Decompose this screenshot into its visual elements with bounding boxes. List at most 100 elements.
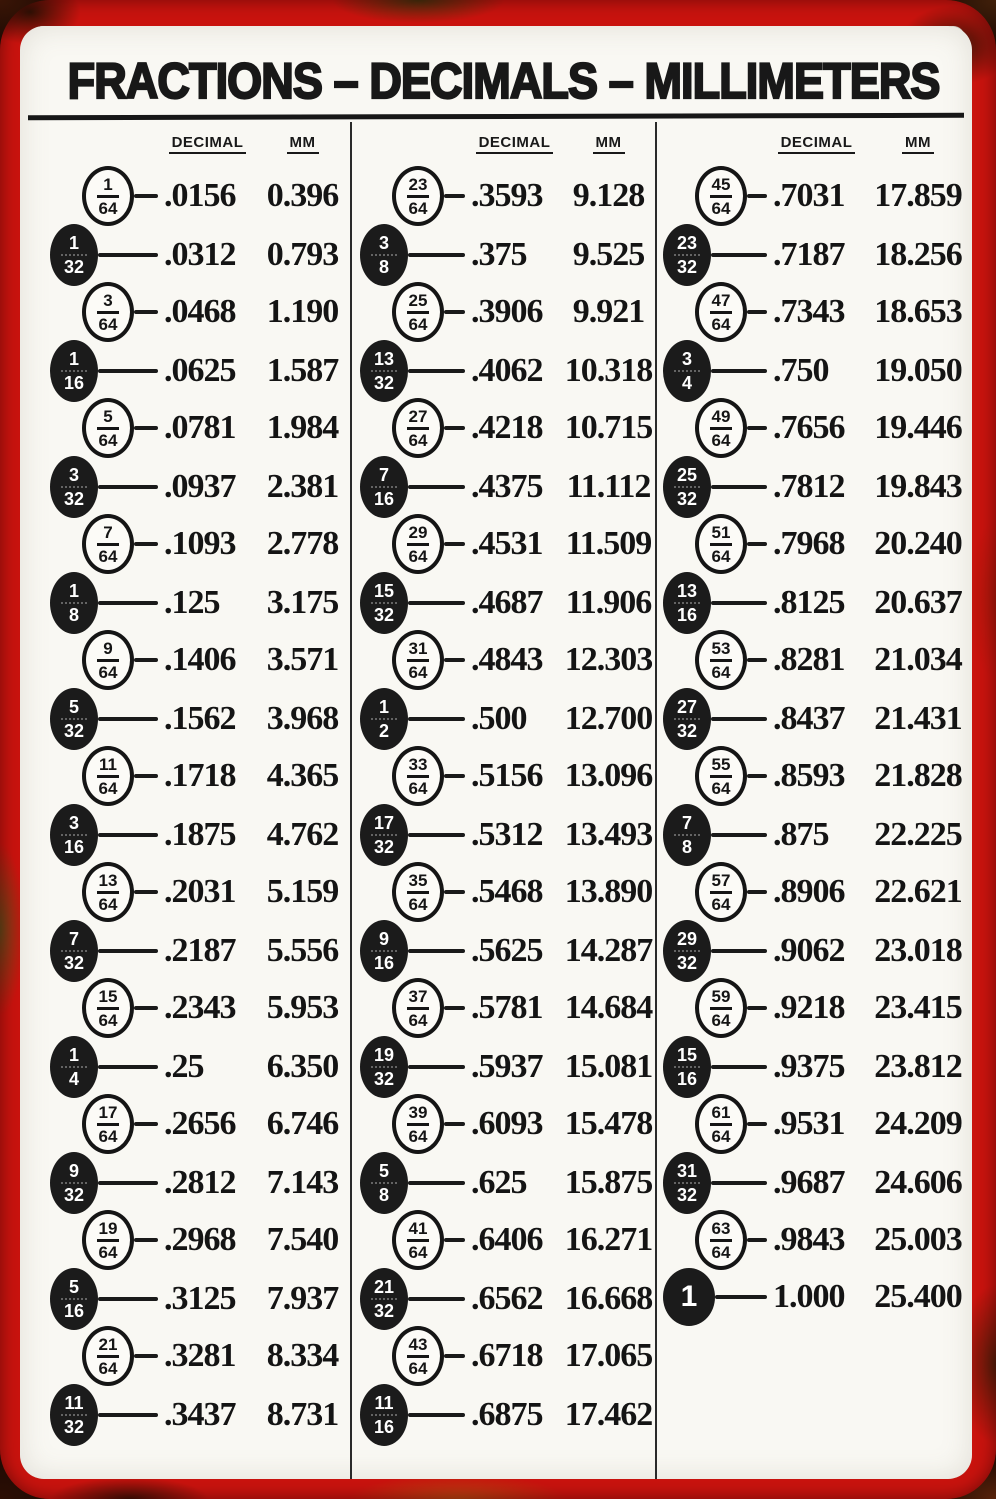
decimal-value: 1.000 bbox=[773, 1278, 846, 1315]
connector-line bbox=[134, 426, 158, 430]
fraction-numerator: 21 bbox=[373, 1277, 395, 1297]
fraction-bar bbox=[407, 1122, 429, 1126]
fraction-zone: 33 64 bbox=[352, 746, 467, 806]
fraction-bubble: 1 64 bbox=[82, 166, 134, 226]
decimal-value: .9218 bbox=[773, 989, 846, 1026]
fraction-denominator: 64 bbox=[408, 1010, 428, 1030]
decimal-value: .2812 bbox=[164, 1164, 237, 1201]
fraction-zone: 29 32 bbox=[657, 920, 769, 982]
mm-value: 10.715 bbox=[564, 409, 654, 446]
fraction-numerator: 7 bbox=[681, 813, 692, 833]
fraction-bar bbox=[674, 1066, 700, 1068]
fraction-numerator: 11 bbox=[99, 754, 117, 774]
mm-value: 5.556 bbox=[266, 932, 340, 969]
mm-value: 1.190 bbox=[266, 293, 340, 330]
decimal-value: .5312 bbox=[471, 816, 544, 853]
table-row: 21 32.6562 16.668 bbox=[352, 1268, 655, 1330]
connector-line bbox=[444, 426, 465, 430]
connector-line bbox=[98, 717, 158, 721]
fraction-bubble: 17 64 bbox=[82, 1094, 134, 1154]
fraction-bar bbox=[710, 310, 732, 314]
fraction-bubble: 9 64 bbox=[82, 630, 134, 690]
decimal-value: .1875 bbox=[164, 816, 237, 853]
decimal-value: .3281 bbox=[164, 1337, 237, 1374]
mm-value: 6.350 bbox=[266, 1048, 340, 1085]
fraction-zone: 1 32 bbox=[20, 224, 160, 286]
fraction-zone: 27 32 bbox=[657, 688, 769, 750]
table-row: 39 64.6093 15.478 bbox=[352, 1094, 655, 1154]
connector-line bbox=[408, 1413, 465, 1417]
table-row: 31 32.9687 24.606 bbox=[657, 1152, 972, 1214]
fraction-numerator: 7 bbox=[103, 522, 113, 542]
connector-line bbox=[747, 542, 767, 546]
decimal-value: .4218 bbox=[471, 409, 544, 446]
mm-value: 23.018 bbox=[874, 932, 963, 969]
decimal-value: .0937 bbox=[164, 468, 237, 505]
mm-value: 11.509 bbox=[565, 525, 653, 562]
fraction-numerator: 41 bbox=[408, 1218, 428, 1238]
fraction-zone: 5 16 bbox=[20, 1268, 160, 1330]
fraction-numerator: 37 bbox=[408, 986, 428, 1006]
fraction-zone: 13 16 bbox=[657, 572, 769, 634]
fraction-bar bbox=[710, 1238, 732, 1242]
fraction-bar bbox=[407, 658, 429, 662]
fraction-numerator: 3 bbox=[103, 290, 113, 310]
fraction-denominator: 64 bbox=[408, 430, 428, 450]
fraction-numerator: 49 bbox=[711, 406, 731, 426]
table-row: 3 16.1875 4.762 bbox=[20, 804, 350, 866]
table-row: 1 2.500 12.700 bbox=[352, 688, 655, 750]
fraction-zone: 1 64 bbox=[20, 166, 160, 226]
column-header-row: DECIMAL MM bbox=[657, 122, 972, 166]
table-row: 15 64.2343 5.953 bbox=[20, 978, 350, 1038]
connector-line bbox=[134, 774, 158, 778]
fraction-denominator: 16 bbox=[63, 837, 85, 857]
mm-value: 22.621 bbox=[874, 873, 963, 910]
decimal-value: .500 bbox=[471, 700, 528, 737]
fraction-denominator: 64 bbox=[711, 314, 731, 334]
connector-line bbox=[747, 774, 767, 778]
fraction-zone: 7 32 bbox=[20, 920, 160, 982]
table-row: 11 64.1718 4.365 bbox=[20, 746, 350, 806]
fraction-bubble: 11 16 bbox=[360, 1384, 408, 1446]
fraction-zone: 31 32 bbox=[657, 1152, 769, 1214]
fraction-numerator: 11 bbox=[374, 1393, 394, 1413]
fraction-numerator: 21 bbox=[98, 1334, 118, 1354]
mm-header-label: MM bbox=[592, 134, 625, 154]
fraction-bar bbox=[61, 486, 87, 488]
connector-line bbox=[711, 601, 767, 605]
decimal-value: .2968 bbox=[164, 1221, 237, 1258]
fraction-zone: 25 32 bbox=[657, 456, 769, 518]
table-row: 5 64.0781 1.984 bbox=[20, 398, 350, 458]
table-row: 9 16.5625 14.287 bbox=[352, 920, 655, 982]
fraction-denominator: 32 bbox=[63, 721, 85, 741]
fraction-denominator: 64 bbox=[408, 778, 428, 798]
decimal-value: .3906 bbox=[471, 293, 544, 330]
fraction-numerator: 23 bbox=[408, 174, 428, 194]
table-row: 43 64.6718 17.065 bbox=[352, 1326, 655, 1386]
fraction-zone: 17 64 bbox=[20, 1094, 160, 1154]
fraction-zone: 13 32 bbox=[352, 340, 467, 402]
fraction-zone: 3 64 bbox=[20, 282, 160, 342]
connector-line bbox=[408, 833, 465, 837]
decimal-value: .7031 bbox=[773, 177, 846, 214]
fraction-bubble: 9 32 bbox=[50, 1152, 98, 1214]
fraction-denominator: 64 bbox=[711, 662, 731, 682]
mm-value: 4.762 bbox=[266, 816, 340, 853]
fraction-numerator: 1 bbox=[68, 581, 79, 601]
mm-value: 12.700 bbox=[564, 700, 654, 737]
mm-value: 7.143 bbox=[266, 1164, 340, 1201]
fraction-bar bbox=[61, 1182, 87, 1184]
fraction-bar bbox=[61, 834, 87, 836]
fraction-numerator: 57 bbox=[711, 870, 731, 890]
mm-value: 12.303 bbox=[564, 641, 654, 678]
fraction-denominator: 64 bbox=[98, 1010, 118, 1030]
connector-line bbox=[711, 1181, 767, 1185]
decimal-value: .9843 bbox=[773, 1221, 846, 1258]
fraction-bubble: 25 64 bbox=[392, 282, 444, 342]
fraction-denominator: 16 bbox=[373, 953, 395, 973]
table-row: 1 64.0156 0.396 bbox=[20, 166, 350, 226]
fraction-denominator: 8 bbox=[68, 605, 79, 625]
table-row: 17 64.2656 6.746 bbox=[20, 1094, 350, 1154]
table-row: 37 64.5781 14.684 bbox=[352, 978, 655, 1038]
